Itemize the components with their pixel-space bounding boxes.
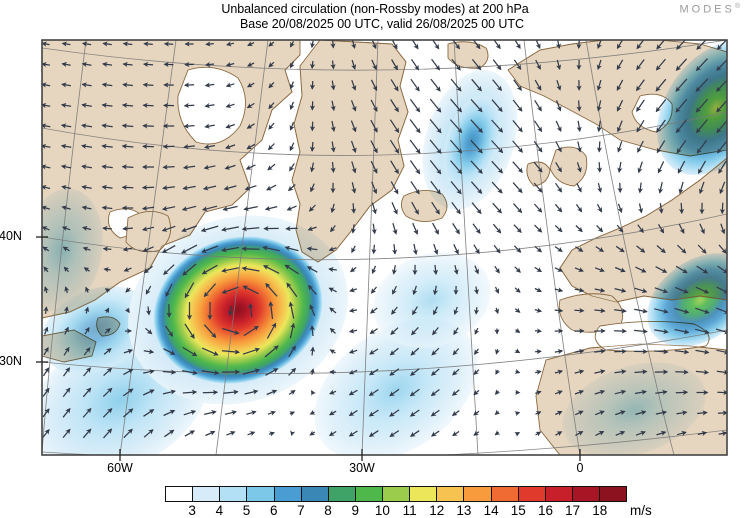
wind-arrow: [599, 162, 600, 172]
wind-arrow: [312, 142, 313, 151]
wind-arrow: [144, 44, 153, 45]
colorbar-segment-8: [383, 487, 410, 501]
x-tick-label-60w: 60W: [96, 461, 144, 475]
wind-arrow: [722, 203, 723, 214]
colorbar-segment-11: [464, 487, 491, 501]
colorbar-segment-2: [220, 487, 247, 501]
wind-arrow: [163, 167, 174, 168]
wind-arrow: [333, 40, 334, 47]
wind-arrow: [575, 310, 584, 311]
colorbar-segment-1: [193, 487, 220, 501]
map-contents: [4, 19, 750, 505]
wind-arrow: [286, 228, 297, 229]
wind-arrow: [599, 141, 600, 151]
colorbar-segment-0: [166, 487, 193, 501]
wind-arrow: [123, 167, 134, 168]
colorbar-segment-6: [329, 487, 356, 501]
wind-arrow: [292, 432, 293, 435]
wind-arrow: [203, 392, 217, 393]
colorbar-segment-5: [302, 487, 329, 501]
wind-arrow: [243, 249, 260, 250]
wind-arrow: [535, 331, 541, 332]
wind-arrow: [312, 81, 313, 89]
colorbar-segment-4: [275, 487, 302, 501]
colorbar-segment-12: [492, 487, 519, 501]
wind-arrow: [312, 61, 313, 68]
colorbar[interactable]: [165, 486, 627, 502]
colorbar-segment-13: [519, 487, 546, 501]
wind-arrow: [143, 126, 154, 127]
wind-arrow: [143, 105, 153, 106]
x-tick-label-30w: 30W: [338, 461, 386, 475]
wind-arrow: [555, 310, 563, 311]
colorbar-segment-9: [410, 487, 437, 501]
wind-arrow: [374, 245, 375, 254]
colorbar-segment-7: [356, 487, 383, 501]
wind-arrow: [144, 85, 154, 86]
wind-arrow: [103, 228, 112, 229]
colorbar-segment-10: [437, 487, 464, 501]
wind-arrow: [675, 372, 687, 373]
y-tick-label-30n: 30N: [0, 354, 22, 368]
colorbar-segment-3: [247, 487, 274, 501]
wind-arrow: [579, 100, 580, 110]
wind-arrow: [718, 413, 727, 414]
wind-arrow: [185, 105, 195, 106]
colorbar-segment-16: [600, 487, 626, 501]
wind-arrow: [681, 203, 682, 213]
wind-arrow: [123, 228, 133, 229]
x-tick-label-0: 0: [562, 461, 598, 475]
wind-arrow: [144, 64, 153, 65]
wind-arrow: [476, 307, 477, 314]
wind-arrow: [676, 392, 687, 393]
wind-arrow: [579, 40, 580, 48]
wind-arrow: [185, 126, 195, 127]
wind-arrow: [614, 351, 626, 352]
y-tick-label-40n: 40N: [0, 229, 22, 243]
colorbar-segment-14: [546, 487, 573, 501]
wind-arrow: [104, 249, 112, 250]
wind-arrow: [46, 307, 47, 314]
wind-arrow: [353, 203, 354, 213]
wind-arrow: [206, 44, 214, 45]
colorbar-segment-15: [573, 487, 600, 501]
